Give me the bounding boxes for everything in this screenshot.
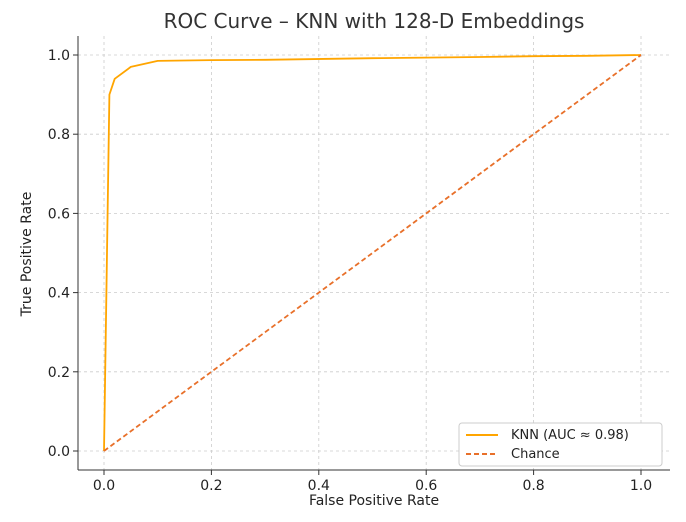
x-axis-label: False Positive Rate: [309, 493, 439, 509]
legend: KNN (AUC ≈ 0.98) Chance: [458, 422, 663, 467]
y-tick-label: 0.6: [48, 206, 70, 222]
y-tick-label: 1.0: [48, 48, 70, 64]
x-tick-label: 0.4: [308, 478, 330, 494]
x-tick-label: 0.6: [415, 478, 437, 494]
y-tick-label: 0.4: [48, 286, 70, 302]
x-tick-label: 1.0: [630, 478, 652, 494]
knn-roc-line: [103, 54, 642, 452]
y-tick-label: 0.2: [48, 365, 70, 381]
x-tick-label: 0.2: [200, 478, 222, 494]
y-tick-label: 0.0: [48, 444, 70, 460]
y-axis-label: True Positive Rate: [19, 192, 35, 318]
x-tick-label: 0.8: [522, 478, 544, 494]
axes: 0.0 0.2 0.4 0.6 0.8 1.0 0.0 0.2 0.4 0.6 0.8 1.0: [48, 36, 670, 494]
legend-label-knn: KNN (AUC ≈ 0.98): [511, 428, 629, 443]
chart-title: ROC Curve – KNN with 128-D Embeddings: [164, 9, 585, 33]
chance-line: [103, 54, 642, 452]
legend-label-chance: Chance: [511, 447, 560, 462]
series-lines: [103, 54, 642, 452]
grid-lines: [78, 36, 670, 470]
x-tick-label: 0.0: [93, 478, 115, 494]
y-tick-label: 0.8: [48, 127, 70, 143]
legend-frame: [458, 422, 663, 467]
